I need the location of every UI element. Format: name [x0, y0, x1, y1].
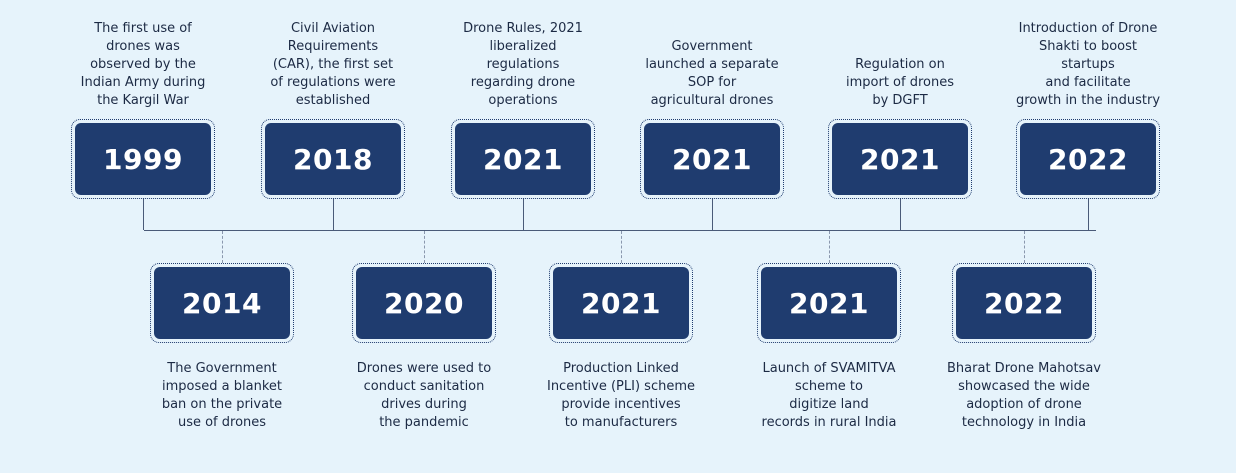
bottom-event-1-year-badge: 2014: [154, 267, 290, 339]
top-event-4-year-frame: 2021: [640, 119, 784, 199]
top-event-3-description: Drone Rules, 2021 liberalized regulation…: [463, 21, 583, 108]
top-event-6-year-frame: 2022: [1016, 119, 1160, 199]
bottom-event-5-year-badge: 2022: [956, 267, 1092, 339]
bottom-event-5-connector: [1024, 231, 1025, 263]
top-event-1-year-frame: 1999: [71, 119, 215, 199]
bottom-event-3-year-badge: 2021: [553, 267, 689, 339]
bottom-event-3-description: Production Linked Incentive (PLI) scheme…: [546, 361, 695, 430]
top-event-3-year-badge: 2021: [455, 123, 591, 195]
bottom-event-4-description: Launch of SVAMITVA scheme to digitize la…: [761, 361, 897, 430]
bottom-event-4-connector: [829, 231, 830, 263]
bottom-event-4-year-badge: 2021: [761, 267, 897, 339]
bottom-event-2-connector: [424, 231, 425, 263]
bottom-event-2-year-badge: 2020: [356, 267, 492, 339]
top-event-4-connector: [712, 198, 713, 230]
top-event-6-connector: [1088, 198, 1089, 230]
bottom-event-2-year-frame: 2020: [352, 263, 496, 343]
top-event-3-year-frame: 2021: [451, 119, 595, 199]
top-event-5-year-frame: 2021: [828, 119, 972, 199]
top-event-2-year-badge: 2018: [265, 123, 401, 195]
bottom-event-1-connector: [222, 231, 223, 263]
bottom-event-5-year-frame: 2022: [952, 263, 1096, 343]
top-event-2-connector: [333, 198, 334, 230]
top-event-2-description: Civil Aviation Requirements (CAR), the f…: [270, 21, 396, 108]
bottom-event-1-year-frame: 2014: [150, 263, 294, 343]
top-event-1-connector: [143, 198, 144, 230]
top-event-6-description: Introduction of Drone Shakti to boost st…: [1015, 21, 1161, 108]
top-event-4-description: Government launched a separate SOP for a…: [645, 39, 779, 108]
bottom-event-5-description: Bharat Drone Mahotsav showcased the wide…: [947, 361, 1101, 430]
bottom-event-3-year-frame: 2021: [549, 263, 693, 343]
top-event-5-description: Regulation on import of drones by DGFT: [846, 57, 954, 108]
top-event-5-year-badge: 2021: [832, 123, 968, 195]
top-event-1-description: The first use of drones was observed by …: [80, 21, 206, 108]
timeline-axis: [144, 230, 1096, 231]
top-event-6-year-badge: 2022: [1020, 123, 1156, 195]
top-event-4-year-badge: 2021: [644, 123, 780, 195]
bottom-event-4-year-frame: 2021: [757, 263, 901, 343]
bottom-event-3-connector: [621, 231, 622, 263]
bottom-event-2-description: Drones were used to conduct sanitation d…: [356, 361, 492, 430]
top-event-1-year-badge: 1999: [75, 123, 211, 195]
top-event-2-year-frame: 2018: [261, 119, 405, 199]
top-event-5-connector: [900, 198, 901, 230]
bottom-event-1-description: The Government imposed a blanket ban on …: [161, 361, 283, 430]
top-event-3-connector: [523, 198, 524, 230]
